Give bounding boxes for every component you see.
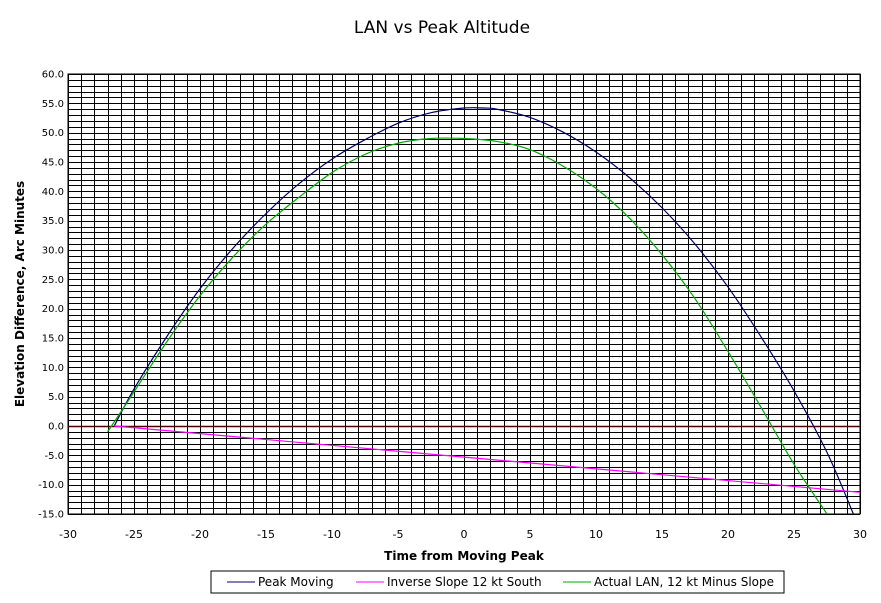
series-peak-moving <box>113 107 854 515</box>
legend: Peak Moving Inverse Slope 12 kt South Ac… <box>210 570 785 594</box>
y-tick-label: 40.0 <box>42 187 64 198</box>
x-tick-label: 30 <box>853 528 867 541</box>
y-tick-label: -5.0 <box>44 451 64 462</box>
x-tick-label: -15 <box>257 528 275 541</box>
x-tick-label: 25 <box>787 528 801 541</box>
y-axis-label: Elevation Difference, Arc Minutes <box>13 181 27 407</box>
series-inverse-slope <box>114 425 861 493</box>
legend-label-actual-lan: Actual LAN, 12 kt Minus Slope <box>594 575 774 589</box>
x-tick-label: -5 <box>393 528 404 541</box>
y-tick-label: 10.0 <box>42 363 64 374</box>
x-tick-label: 5 <box>527 528 534 541</box>
grid <box>68 74 861 515</box>
chart-title: LAN vs Peak Altitude <box>354 18 530 38</box>
x-tick-label: -30 <box>59 528 77 541</box>
x-tick-label: 0 <box>461 528 468 541</box>
x-tick-label: 20 <box>721 528 735 541</box>
y-tick-label: -10.0 <box>38 480 64 491</box>
y-tick-label: 55.0 <box>42 99 64 110</box>
x-tick-label: -10 <box>323 528 341 541</box>
legend-label-inverse-slope: Inverse Slope 12 kt South <box>387 575 542 589</box>
x-tick-label: -25 <box>125 528 143 541</box>
y-tick-label: 25.0 <box>42 275 64 286</box>
y-tick-label: 60.0 <box>42 70 64 81</box>
y-tick-label: 20.0 <box>42 304 64 315</box>
plot-area-border <box>67 73 861 515</box>
legend-label-peak-moving: Peak Moving <box>258 575 334 589</box>
x-tick-label: 15 <box>655 528 669 541</box>
series-layer <box>68 107 861 515</box>
x-axis-label: Time from Moving Peak <box>384 549 545 563</box>
x-tick-label: 10 <box>589 528 603 541</box>
legend-box <box>210 570 785 594</box>
y-tick-label: 15.0 <box>42 334 64 345</box>
y-tick-label: -15.0 <box>38 510 64 521</box>
y-tick-label: 45.0 <box>42 158 64 169</box>
x-tick-label: -20 <box>191 528 209 541</box>
y-tick-label: 30.0 <box>42 246 64 257</box>
y-tick-label: 50.0 <box>42 128 64 139</box>
series-actual-lan <box>107 137 828 515</box>
x-tick-labels: -30 -25 -20 -15 -10 -5 0 5 10 15 20 25 30 <box>59 528 867 541</box>
y-tick-label: 35.0 <box>42 216 64 227</box>
y-tick-labels: 60.0 55.0 50.0 45.0 40.0 35.0 30.0 25.0 20.0 15.0… <box>38 70 64 521</box>
y-tick-label: 0.0 <box>48 422 64 433</box>
y-tick-label: 5.0 <box>48 392 64 403</box>
